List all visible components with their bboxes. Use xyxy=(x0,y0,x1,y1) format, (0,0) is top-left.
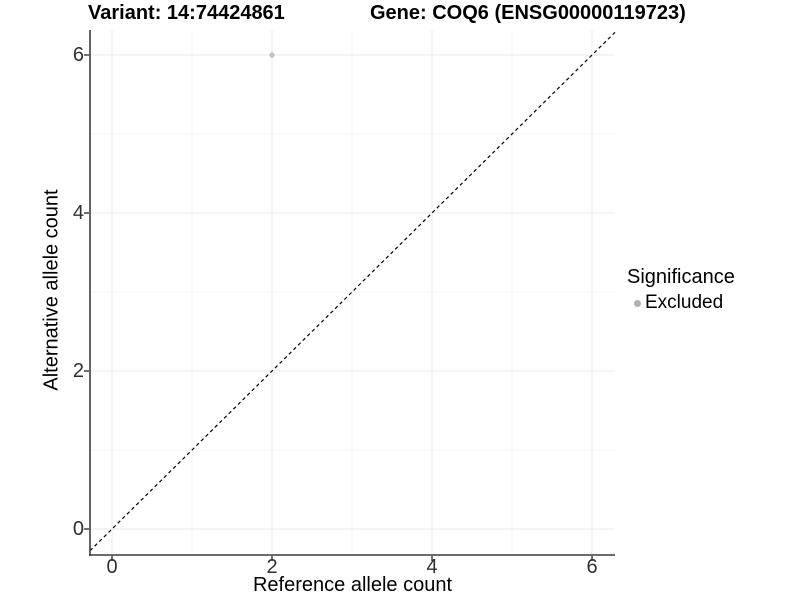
x-tick-label: 2 xyxy=(266,556,278,578)
legend-title: Significance xyxy=(627,266,735,288)
legend-item-label: Excluded xyxy=(645,292,724,313)
legend: Significance Excluded xyxy=(627,265,797,314)
data-point-excluded xyxy=(269,52,275,58)
y-axis-title: Alternative allele count xyxy=(40,189,63,391)
plot-title-gene: Gene: COQ6 (ENSG00000119723) xyxy=(370,2,686,24)
x-tick-label: 6 xyxy=(586,556,598,578)
x-tick-label: 0 xyxy=(106,556,118,578)
plot-title-variant: Variant: 14:74424861 xyxy=(88,2,285,24)
x-axis-title: Reference allele count xyxy=(252,574,452,596)
y-tick-label: 6 xyxy=(72,44,84,66)
y-tick-label: 2 xyxy=(72,360,84,382)
legend-item-excluded: Excluded xyxy=(627,292,797,314)
y-tick-label: 0 xyxy=(72,518,84,540)
legend-point-icon xyxy=(634,299,641,307)
x-tick-label: 4 xyxy=(426,556,438,578)
y-tick-label: 4 xyxy=(72,202,84,224)
